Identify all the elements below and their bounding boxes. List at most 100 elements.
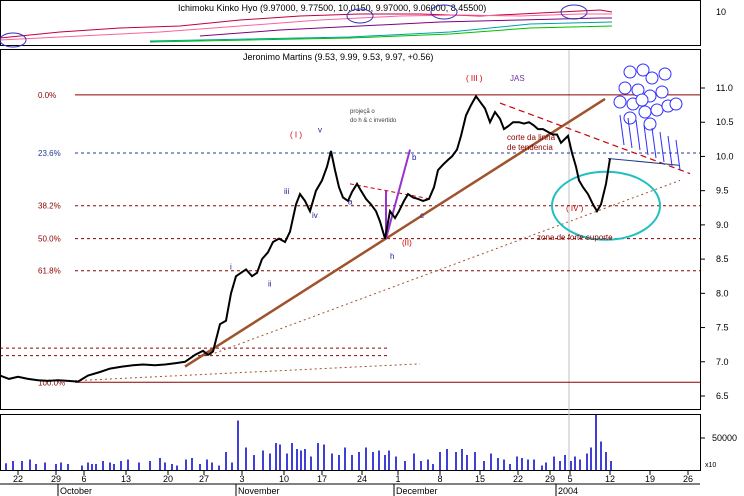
- ichimoku-line: [0, 13, 612, 41]
- volume-axis: 50000 x10: [700, 433, 737, 469]
- x-axis-tick-label: 15: [475, 474, 485, 484]
- smiley-icon: [650, 103, 664, 117]
- smiley-icon: [645, 71, 659, 85]
- wave-label: b: [412, 153, 417, 162]
- smiley-icon: [655, 85, 669, 99]
- x-axis-tick-label: 17: [317, 474, 327, 484]
- ichimoku-line: [149, 25, 613, 43]
- price-axis-tick-label: 8.0: [716, 288, 729, 298]
- smiley-icon: [618, 81, 632, 95]
- fib-level-label: 23.6%: [38, 149, 61, 158]
- x-axis-tick-label: 12: [605, 474, 615, 484]
- x-axis-month-label: 2004: [558, 486, 578, 496]
- support-zone-ellipse: [551, 170, 661, 241]
- x-axis-tick-label: 22: [513, 474, 523, 484]
- arrow-line: [643, 124, 649, 156]
- ichimoku-line: [149, 21, 613, 42]
- x-axis-tick-label: 6: [81, 474, 86, 484]
- ichimoku-line: [0, 9, 613, 39]
- smiley-icon: [635, 93, 649, 107]
- x-axis-tick-label: 29: [545, 474, 555, 484]
- arrow-line: [635, 119, 641, 151]
- wave-label: iv: [312, 211, 318, 220]
- volume-axis-tick-label: 50000: [712, 433, 737, 443]
- fib-level-label: 100.0%: [38, 378, 65, 387]
- arrow-line: [619, 114, 625, 146]
- support-zone-note: zona de forte suporte: [537, 233, 613, 242]
- fib-level-label: 0.0%: [38, 91, 56, 100]
- wave-label: i: [230, 262, 232, 271]
- indicator-axis-tick: 10: [716, 7, 726, 17]
- chart-title: Jeronimo Martins (9.53, 9.99, 9.53, 9.97…: [243, 52, 433, 62]
- x-axis-tick-label: 10: [279, 474, 289, 484]
- x-axis-tick-label: 8: [437, 474, 442, 484]
- smiley-icon: [636, 63, 650, 77]
- wave-label: h: [390, 252, 394, 261]
- arrow-line: [627, 117, 633, 149]
- resistance-dashed-line: [499, 102, 691, 175]
- x-axis-month-label: December: [396, 486, 438, 496]
- smiley-icon: [623, 65, 637, 79]
- arrow-line: [667, 135, 673, 167]
- wave-label: a: [348, 197, 353, 206]
- wave-label: ( III ): [466, 74, 483, 83]
- highlight-circle: [346, 8, 374, 24]
- main-trendline: [184, 97, 606, 368]
- smiley-icon: [613, 95, 627, 109]
- x-axis-tick-label: 19: [645, 474, 655, 484]
- ichimoku-line: [199, 17, 612, 37]
- wave-label: ( IV ): [566, 204, 584, 213]
- price-axis: 11.0 10.5 10.0 9.5 9.0 8.5 8.0 7.5 7.0 6.5: [700, 83, 734, 401]
- price-line: [0, 94, 611, 383]
- arrow-line: [651, 127, 657, 159]
- highlight-circle: [560, 4, 588, 20]
- x-axis-tick-label: 3: [239, 474, 244, 484]
- projection-note: projeçã o: [350, 109, 375, 115]
- secondary-trendline: [209, 179, 681, 356]
- fib-level-label: 38.2%: [38, 202, 61, 211]
- price-axis-tick-label: 7.5: [716, 323, 729, 333]
- price-axis-tick-label: 11.0: [716, 83, 733, 93]
- x-axis-tick-label: 29: [51, 474, 61, 484]
- price-axis-tick-label: 10.5: [716, 117, 734, 127]
- smiley-icon: [658, 67, 672, 81]
- smiley-icon: [643, 117, 657, 131]
- wave-label: c: [420, 211, 424, 220]
- volume-panel-frame: [0, 414, 701, 471]
- arrow-line: [659, 131, 665, 163]
- fib-level-label: 50.0%: [38, 235, 61, 244]
- arrow-line: [607, 158, 681, 166]
- wave-label: (II): [402, 238, 412, 247]
- price-axis-tick-label: 9.0: [716, 220, 729, 230]
- price-axis-tick-label: 6.5: [716, 391, 729, 401]
- fib-level-label: 61.8%: [38, 267, 61, 276]
- highlight-circle: [0, 32, 27, 48]
- trend-break-note: de tendencia: [507, 143, 553, 152]
- lower-trendline: [69, 363, 421, 382]
- x-axis-month-label: October: [60, 486, 92, 496]
- volume-bars: [5, 414, 612, 470]
- x-axis-month-label: November: [238, 486, 280, 496]
- x-axis-tick-label: 26: [683, 474, 693, 484]
- arrow-line: [675, 139, 681, 171]
- smiley-icon: [638, 105, 652, 119]
- wave-label: v: [318, 125, 322, 134]
- x-axis-tick-label: 5: [567, 474, 572, 484]
- price-panel-frame: [0, 49, 701, 410]
- x-axis-tick-label: 1: [395, 474, 400, 484]
- price-axis-tick-label: 9.5: [716, 186, 729, 196]
- price-axis-tick-label: 10.0: [716, 151, 734, 161]
- ichimoku-lines: [0, 4, 613, 48]
- x-axis-tick-label: 27: [199, 474, 209, 484]
- wave-label: JAS: [510, 74, 525, 83]
- x-axis-tick-label: 13: [121, 474, 131, 484]
- price-axis-tick-label: 7.0: [716, 357, 729, 367]
- smiley-icon: [669, 97, 683, 111]
- x-axis-tick-label: 22: [13, 474, 23, 484]
- smiley-icon: [623, 111, 637, 125]
- trend-break-note: corte da linha: [507, 133, 556, 142]
- wave-label: iii: [284, 187, 290, 196]
- price-axis-tick-label: 8.5: [716, 254, 729, 264]
